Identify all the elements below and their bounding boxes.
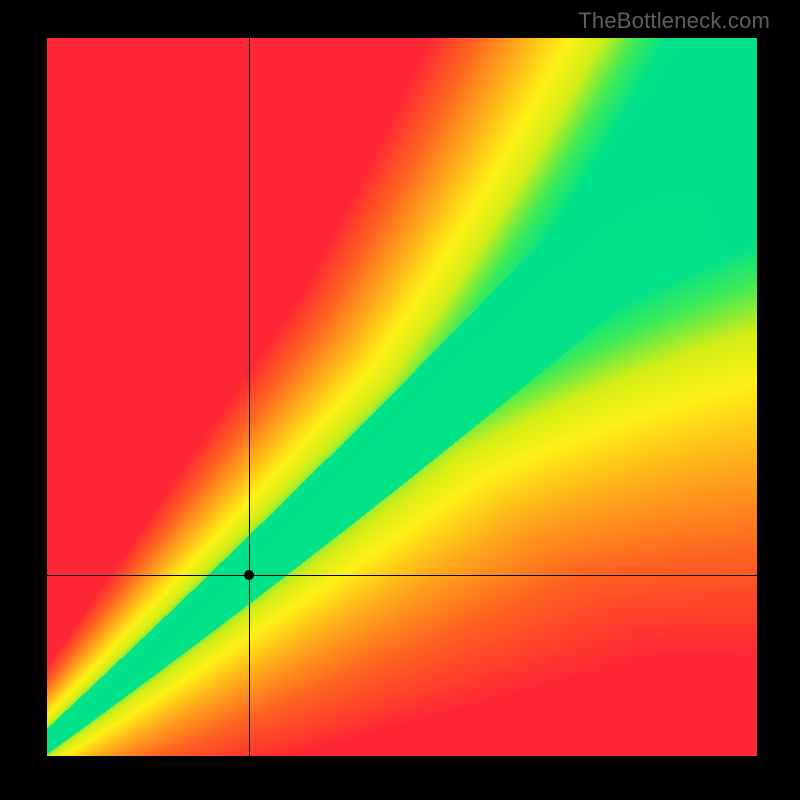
crosshair-vertical: [249, 38, 250, 756]
watermark-text: TheBottleneck.com: [578, 8, 770, 34]
heatmap-canvas: [47, 38, 757, 756]
bottleneck-heatmap: [47, 38, 757, 756]
selection-marker: [244, 570, 254, 580]
crosshair-horizontal: [47, 575, 757, 576]
